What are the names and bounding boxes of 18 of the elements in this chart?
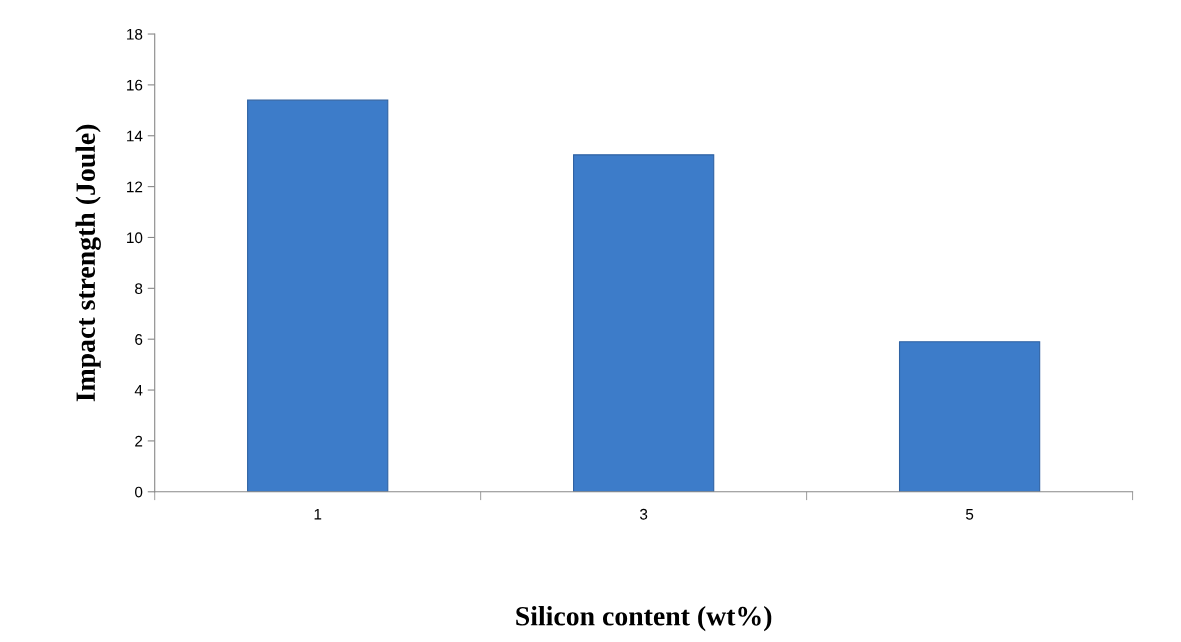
y-tick-label: 10 <box>127 232 143 244</box>
x-tick-label: 5 <box>965 509 974 520</box>
x-tick-label: 1 <box>314 509 322 520</box>
bar <box>247 99 389 492</box>
x-axis-title: Silicon content (wt%) <box>516 606 772 632</box>
y-tick-label: 0 <box>135 486 143 498</box>
y-tick-label: 16 <box>127 79 143 91</box>
x-tick-label: 3 <box>639 508 648 520</box>
bar <box>898 341 1041 492</box>
y-tick-label: 8 <box>135 283 143 295</box>
y-tick-label: 2 <box>135 435 143 447</box>
y-tick-label: 18 <box>127 28 143 40</box>
bar <box>573 154 715 492</box>
y-tick-label: 12 <box>127 181 143 193</box>
y-tick-label: 4 <box>134 385 143 396</box>
y-axis-title: Impact strength (Joule) <box>75 124 101 402</box>
y-tick-label: 14 <box>127 130 143 142</box>
y-tick-label: 6 <box>135 334 143 345</box>
